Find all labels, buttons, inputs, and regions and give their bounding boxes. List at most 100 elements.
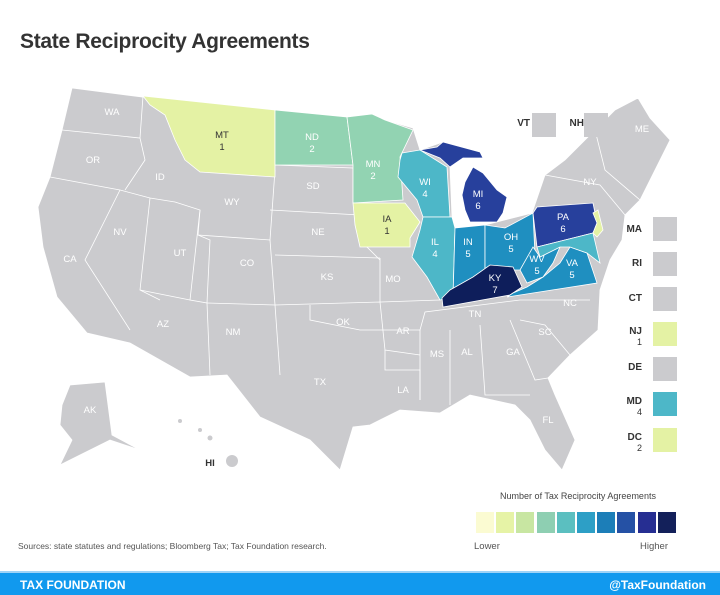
state-value-IN: 5: [465, 249, 470, 260]
small-state-label-DC: DC 2: [612, 432, 642, 453]
small-state-box-MD[interactable]: [653, 392, 677, 416]
state-WV[interactable]: [519, 246, 561, 284]
state-label-IL: IL: [431, 237, 439, 248]
state-label-CO: CO: [240, 258, 254, 269]
state-value-WV: 5: [534, 266, 539, 277]
legend-swatch-5: [556, 512, 575, 533]
small-state-abbr: RI: [632, 258, 642, 269]
small-state-label-RI: RI: [612, 258, 642, 269]
state-label-FL: FL: [542, 415, 553, 426]
footer-handle[interactable]: @TaxFoundation: [609, 578, 706, 592]
state-label-NE: NE: [311, 227, 324, 238]
small-state-label-DE: DE: [612, 362, 642, 373]
small-state-abbr: DC: [627, 432, 642, 443]
sources-note: Sources: state statutes and regulations;…: [18, 541, 327, 551]
small-state-value: 1: [636, 337, 642, 347]
small-state-value: 4: [636, 407, 642, 417]
state-label-TX: TX: [314, 377, 327, 388]
footer-bar: TAX FOUNDATION @TaxFoundation: [0, 571, 720, 595]
legend-swatch-3: [516, 512, 535, 533]
legend-swatch-4: [536, 512, 555, 533]
state-label-WY: WY: [224, 197, 240, 208]
legend-swatch-8: [617, 512, 636, 533]
legend-high-label: Higher: [640, 541, 668, 552]
state-label-MN: MN: [366, 159, 381, 170]
small-state-abbr: CT: [628, 293, 642, 304]
state-value-MI: 6: [475, 201, 480, 212]
small-state-box-VT[interactable]: [532, 113, 556, 137]
state-value-IA: 1: [384, 226, 389, 237]
small-state-box-CT[interactable]: [653, 287, 677, 311]
state-NJ[interactable]: [592, 209, 604, 238]
small-state-value: 2: [636, 443, 642, 453]
state-value-PA: 6: [560, 224, 565, 235]
small-state-abbr: MD: [626, 396, 642, 407]
state-label-OK: OK: [336, 317, 350, 328]
state-value-KY: 7: [492, 285, 497, 296]
small-state-box-DC[interactable]: [653, 428, 677, 452]
footer-brand: TAX FOUNDATION: [20, 578, 126, 592]
legend-swatch-2: [496, 512, 515, 533]
state-value-OH: 5: [508, 244, 513, 255]
state-HI[interactable]: [178, 419, 238, 467]
state-label-WA: WA: [105, 107, 121, 118]
state-label-HI: HI: [205, 458, 215, 469]
state-label-UT: UT: [174, 248, 187, 259]
state-label-ID: ID: [155, 172, 165, 183]
state-label-PA: PA: [557, 212, 570, 223]
state-KY[interactable]: [441, 264, 523, 308]
state-label-SD: SD: [306, 181, 319, 192]
state-label-NC: NC: [563, 298, 577, 309]
legend-swatch-6: [577, 512, 595, 533]
state-label-OH: OH: [504, 232, 518, 243]
small-state-abbr: DE: [628, 362, 642, 373]
legend-swatch-9: [637, 512, 656, 533]
legend-swatch-7: [597, 512, 616, 533]
state-value-VA: 5: [569, 270, 574, 281]
small-state-label-MA: MA: [612, 224, 642, 235]
legend-low-label: Lower: [474, 541, 500, 552]
state-value-MN: 2: [370, 171, 375, 182]
state-label-ME: ME: [635, 124, 649, 135]
state-label-WI: WI: [419, 177, 431, 188]
small-state-label-MD: MD 4: [612, 396, 642, 417]
small-state-label-CT: CT: [612, 293, 642, 304]
state-label-MI: MI: [473, 189, 484, 200]
state-AK[interactable]: [59, 381, 141, 466]
state-MI[interactable]: [418, 141, 484, 168]
small-state-label-NH: NH: [554, 118, 584, 129]
state-MN[interactable]: [346, 113, 414, 204]
page-title: State Reciprocity Agreements: [20, 30, 310, 53]
state-label-NY: NY: [583, 177, 597, 188]
state-label-IA: IA: [383, 214, 393, 225]
state-IL[interactable]: [411, 216, 456, 301]
state-label-MT: MT: [215, 130, 229, 141]
legend-title: Number of Tax Reciprocity Agreements: [500, 491, 656, 501]
state-label-WV: WV: [529, 254, 545, 265]
legend-swatch-1: [476, 512, 494, 533]
small-state-abbr: VT: [517, 118, 530, 129]
state-value-ND: 2: [309, 144, 314, 155]
small-state-box-NH[interactable]: [584, 113, 608, 137]
state-label-AR: AR: [396, 326, 409, 337]
state-MD[interactable]: [536, 232, 601, 265]
state-MI-lower[interactable]: [461, 166, 508, 223]
state-label-GA: GA: [506, 347, 520, 358]
small-state-abbr: NJ: [629, 326, 642, 337]
small-state-abbr: NH: [569, 118, 584, 129]
small-state-label-VT: VT: [500, 118, 530, 129]
state-IA[interactable]: [352, 202, 421, 248]
state-value-WI: 4: [422, 189, 427, 200]
state-label-KS: KS: [321, 272, 334, 283]
state-label-OR: OR: [86, 155, 100, 166]
state-label-IN: IN: [463, 237, 473, 248]
small-state-box-NJ[interactable]: [653, 322, 677, 346]
small-state-box-DE[interactable]: [653, 357, 677, 381]
state-label-KY: KY: [489, 273, 502, 284]
small-state-box-RI[interactable]: [653, 252, 677, 276]
state-label-AL: AL: [461, 347, 473, 358]
small-state-box-MA[interactable]: [653, 217, 677, 241]
state-label-NV: NV: [113, 227, 127, 238]
